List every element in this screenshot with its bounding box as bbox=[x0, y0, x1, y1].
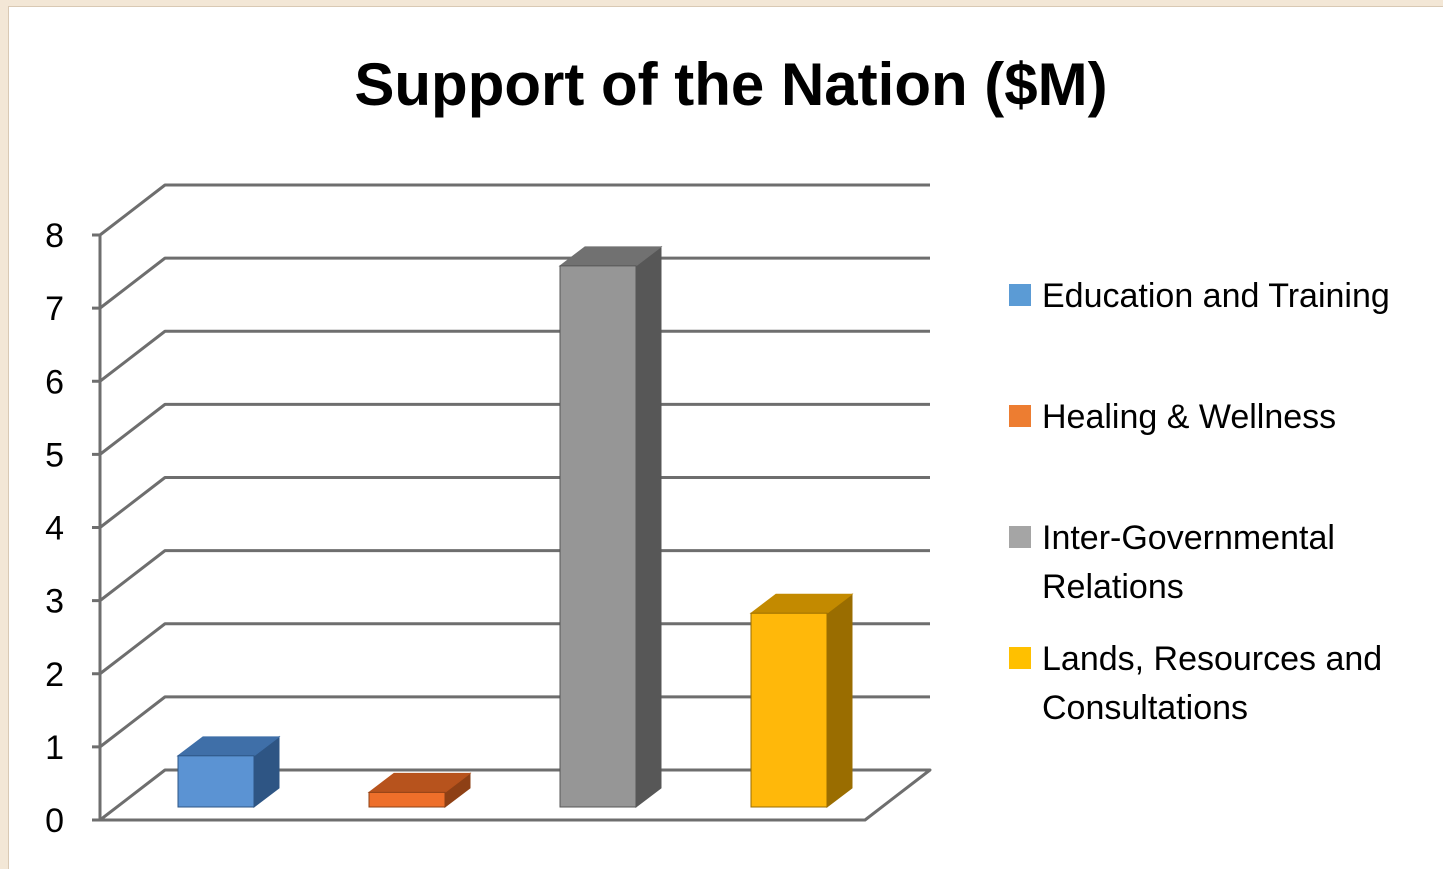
y-tick-label: 8 bbox=[45, 217, 64, 255]
legend-label: Inter-Governmental Relations bbox=[1042, 519, 1335, 606]
gridline bbox=[99, 183, 930, 237]
legend-swatch bbox=[1009, 284, 1031, 306]
floor-outline bbox=[99, 768, 932, 822]
bar-front bbox=[750, 612, 828, 808]
legend-swatch bbox=[1009, 405, 1031, 427]
legend-label-line: Relations bbox=[1042, 568, 1184, 606]
bar-front bbox=[368, 791, 446, 808]
bar bbox=[176, 735, 281, 809]
legend-label: Lands, Resources and Consultations bbox=[1042, 640, 1382, 727]
legend-swatch bbox=[1009, 647, 1031, 669]
legend-label-line: Inter-Governmental bbox=[1042, 519, 1335, 557]
bar bbox=[749, 593, 854, 809]
legend-entry: Education and Training bbox=[1009, 277, 1390, 315]
gridline bbox=[99, 402, 930, 456]
y-tick-label: 0 bbox=[45, 802, 64, 840]
legend: Education and Training Healing & Wellness… bbox=[1009, 277, 1390, 727]
bars bbox=[176, 245, 854, 809]
bar-side bbox=[635, 245, 662, 809]
bar-front bbox=[177, 755, 255, 808]
bar bbox=[558, 245, 663, 809]
legend-label: Education and Training bbox=[1042, 277, 1390, 315]
y-tick-label: 7 bbox=[45, 290, 64, 328]
legend-entry: Inter-Governmental Relations bbox=[1009, 519, 1335, 606]
legend-label-line: Consultations bbox=[1042, 689, 1248, 727]
y-tick-label: 4 bbox=[45, 510, 64, 548]
gridline bbox=[99, 256, 930, 310]
y-tick-label: 2 bbox=[45, 656, 64, 694]
y-axis-ticks: 0 1 2 3 4 5 6 7 8 bbox=[45, 217, 64, 840]
gridlines bbox=[92, 183, 930, 822]
gridline bbox=[99, 622, 930, 675]
legend-label: Healing & Wellness bbox=[1042, 398, 1336, 436]
legend-label-line: Healing & Wellness bbox=[1042, 398, 1336, 436]
legend-swatch bbox=[1009, 526, 1031, 548]
legend-label-line: Education and Training bbox=[1042, 277, 1390, 315]
chart-frame bbox=[8, 6, 1443, 869]
legend-label-line: Lands, Resources and bbox=[1042, 640, 1382, 678]
legend-entry: Lands, Resources and Consultations bbox=[1009, 640, 1382, 727]
y-tick-label: 1 bbox=[45, 729, 64, 767]
bar-side bbox=[826, 593, 853, 809]
gridline bbox=[99, 695, 930, 749]
legend-entry: Healing & Wellness bbox=[1009, 398, 1336, 436]
gridline bbox=[99, 329, 930, 383]
y-tick-label: 6 bbox=[45, 363, 64, 401]
y-tick-label: 5 bbox=[45, 436, 64, 474]
bar bbox=[367, 772, 472, 809]
gridline bbox=[99, 549, 930, 602]
y-tick-label: 3 bbox=[45, 583, 64, 621]
gridline bbox=[99, 476, 930, 529]
chart-title: Support of the Nation ($M) bbox=[354, 51, 1107, 118]
bar-front bbox=[559, 265, 637, 808]
